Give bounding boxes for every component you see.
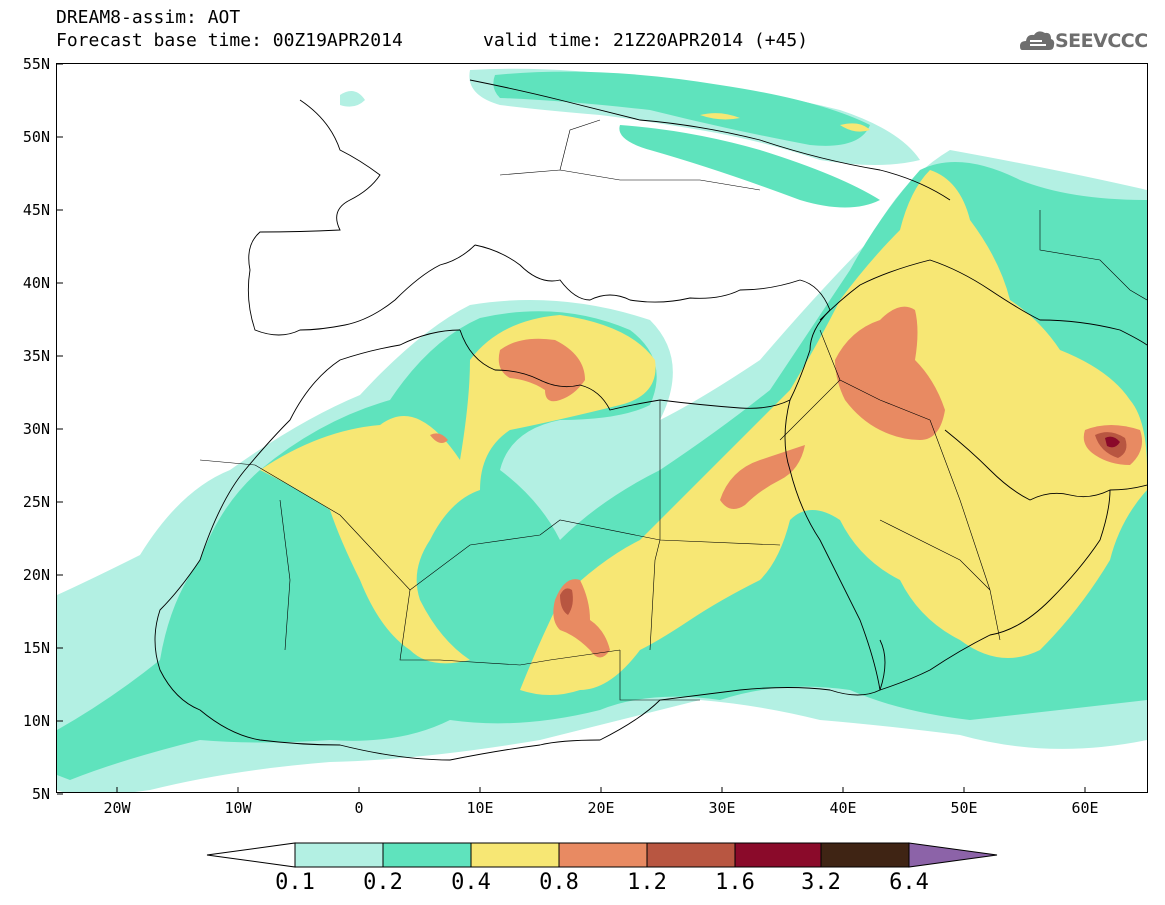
colorbar-swatch-1-2	[646, 842, 736, 868]
lon-label-10w: 10W	[224, 799, 252, 817]
lat-label-30n: 30N	[22, 420, 50, 438]
colorbar-lower-triangle	[206, 842, 296, 868]
lon-label-10e: 10E	[466, 799, 494, 817]
lat-label-50n: 50N	[22, 128, 50, 146]
lon-label-20w: 20W	[103, 799, 131, 817]
lat-label-15n: 15N	[22, 639, 50, 657]
lat-label-45n: 45N	[22, 201, 50, 219]
colorbar-swatch-0-1	[294, 842, 384, 868]
colorbar-swatch-1-6	[734, 842, 822, 868]
colorbar-label-0-1: 0.1	[275, 870, 315, 895]
colorbar-swatch-0-4	[470, 842, 560, 868]
lon-label-50e: 50E	[950, 799, 978, 817]
lat-label-55n: 55N	[22, 55, 50, 73]
map-frame	[56, 63, 1148, 793]
colorbar-label-3-2: 3.2	[801, 870, 841, 895]
colorbar-label-0-8: 0.8	[539, 870, 579, 895]
map-title: DREAM8-assim: AOT	[56, 7, 241, 28]
colorbar-label-0-4: 0.4	[451, 870, 491, 895]
lon-label-0: 0	[354, 799, 364, 817]
lon-label-30e: 30E	[708, 799, 736, 817]
logo-text: SEEVCCC	[1055, 30, 1148, 52]
colorbar-upper-triangle	[908, 842, 998, 868]
forecast-base-time: Forecast base time: 00Z19APR2014	[56, 30, 403, 51]
coastlines	[154, 79, 1147, 761]
colorbar-swatch-3-2	[820, 842, 910, 868]
colorbar	[206, 842, 998, 868]
aot-contour-1-6	[1105, 436, 1120, 448]
lon-label-20e: 20E	[587, 799, 615, 817]
colorbar-swatch-0-2	[382, 842, 472, 868]
lon-label-60e: 60E	[1071, 799, 1099, 817]
lat-label-40n: 40N	[22, 274, 50, 292]
lat-label-25n: 25N	[22, 493, 50, 511]
cloud-logo-icon	[1020, 31, 1055, 50]
axis-ticks	[57, 63, 1086, 795]
lat-label-35n: 35N	[22, 347, 50, 365]
lon-label-40e: 40E	[829, 799, 857, 817]
colorbar-label-1-2: 1.2	[627, 870, 667, 895]
aot-contour-0-4	[260, 113, 1147, 695]
country-borders	[199, 119, 1147, 701]
lat-label-5n: 5N	[31, 785, 50, 803]
colorbar-label-6-4: 6.4	[889, 870, 929, 895]
valid-time: valid time: 21Z20APR2014 (+45)	[483, 30, 809, 51]
colorbar-swatch-0-8	[558, 842, 648, 868]
lat-label-10n: 10N	[22, 712, 50, 730]
lat-label-20n: 20N	[22, 566, 50, 584]
colorbar-label-0-2: 0.2	[363, 870, 403, 895]
colorbar-label-1-6: 1.6	[715, 870, 755, 895]
